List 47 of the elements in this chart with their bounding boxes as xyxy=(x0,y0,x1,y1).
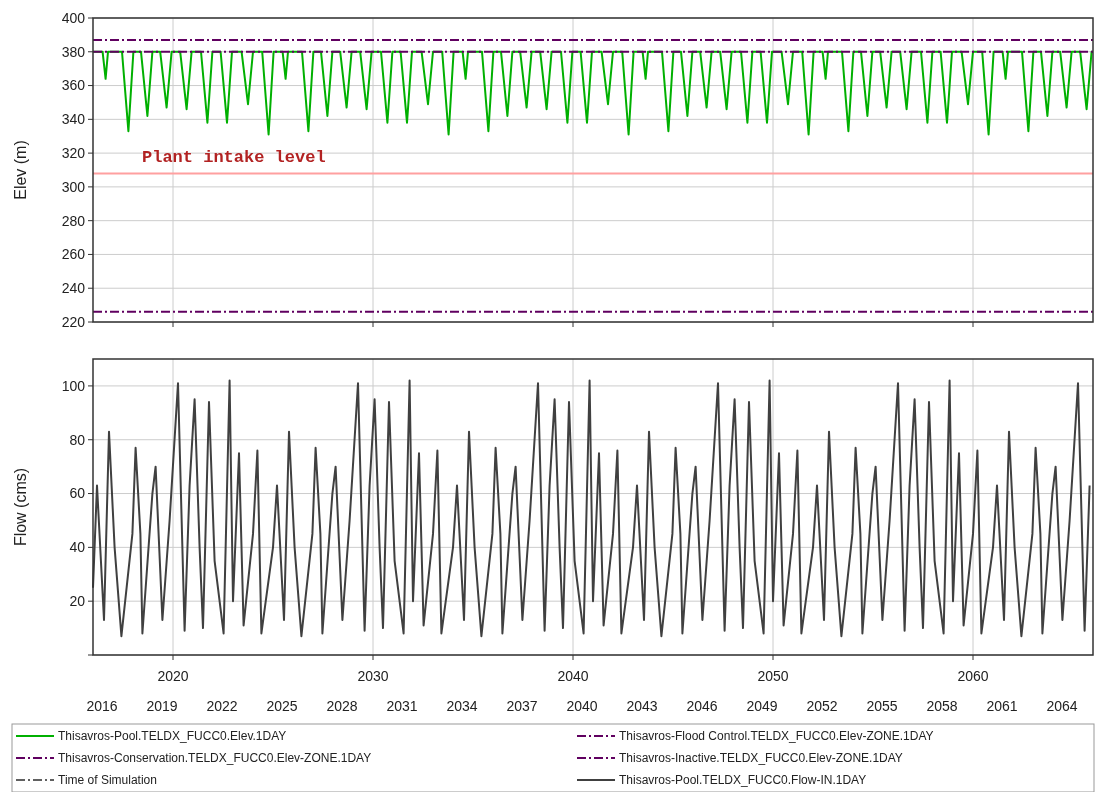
y-tick-label: 40 xyxy=(69,539,86,556)
y-tick-label: 300 xyxy=(61,178,86,195)
y-tick-label: 340 xyxy=(61,111,86,128)
x2-tick-label: 2058 xyxy=(926,698,958,714)
legend-label: Thisavros-Pool.TELDX_FUCC0.Flow-IN.1DAY xyxy=(619,773,867,788)
y-tick-label: 360 xyxy=(61,77,86,94)
x2-tick-label: 2019 xyxy=(146,698,178,714)
x2-tick-label: 2016 xyxy=(86,698,118,714)
x2-tick-label: 2046 xyxy=(686,698,718,714)
y-tick-label: 80 xyxy=(69,431,86,448)
legend-label: Thisavros-Flood Control.TELDX_FUCC0.Elev-ZONE.1DAY xyxy=(619,729,934,744)
legend-label: Thisavros-Pool.TELDX_FUCC0.Elev.1DAY xyxy=(58,729,287,744)
x2-tick-label: 2028 xyxy=(326,698,358,714)
x2-tick-label: 2025 xyxy=(266,698,298,714)
y-axis-title: Flow (cms) xyxy=(12,467,29,547)
y-tick-label: 240 xyxy=(61,280,86,297)
x-tick-label: 2050 xyxy=(757,668,789,684)
y-axis-title: Elev (m) xyxy=(12,140,29,200)
y-tick-label: 20 xyxy=(69,593,86,610)
x2-tick-label: 2061 xyxy=(986,698,1018,714)
y-tick-label: 400 xyxy=(61,9,86,26)
x2-tick-label: 2022 xyxy=(206,698,238,714)
y-tick-label: 60 xyxy=(69,485,86,502)
x-tick-label: 2020 xyxy=(157,668,189,684)
y-tick-label: 220 xyxy=(61,313,86,330)
x2-tick-label: 2031 xyxy=(386,698,418,714)
x-tick-label: 2060 xyxy=(957,668,989,684)
legend-label: Thisavros-Conservation.TELDX_FUCC0.Elev-ZONE.1DAY xyxy=(58,751,372,766)
x2-tick-label: 2034 xyxy=(446,698,478,714)
x2-tick-label: 2049 xyxy=(746,698,778,714)
y-tick-label: 100 xyxy=(61,377,86,394)
legend-label: Time of Simulation xyxy=(58,773,157,788)
y-tick-label: 380 xyxy=(61,43,86,60)
y-tick-label: 280 xyxy=(61,212,86,229)
legend-label: Thisavros-Inactive.TELDX_FUCC0.Elev-ZONE.1DAY xyxy=(619,751,903,766)
y-tick-label: 320 xyxy=(61,145,86,162)
x2-tick-label: 2037 xyxy=(506,698,538,714)
x2-tick-label: 2040 xyxy=(566,698,598,714)
x-tick-label: 2040 xyxy=(557,668,589,684)
x2-tick-label: 2043 xyxy=(626,698,658,714)
x2-tick-label: 2064 xyxy=(1046,698,1078,714)
x2-tick-label: 2052 xyxy=(806,698,838,714)
ref-line-label: Plant intake level xyxy=(142,148,326,168)
line-series xyxy=(92,379,1091,638)
x2-tick-label: 2055 xyxy=(866,698,898,714)
y-tick-label: 260 xyxy=(61,246,86,263)
x-tick-label: 2030 xyxy=(357,668,389,684)
